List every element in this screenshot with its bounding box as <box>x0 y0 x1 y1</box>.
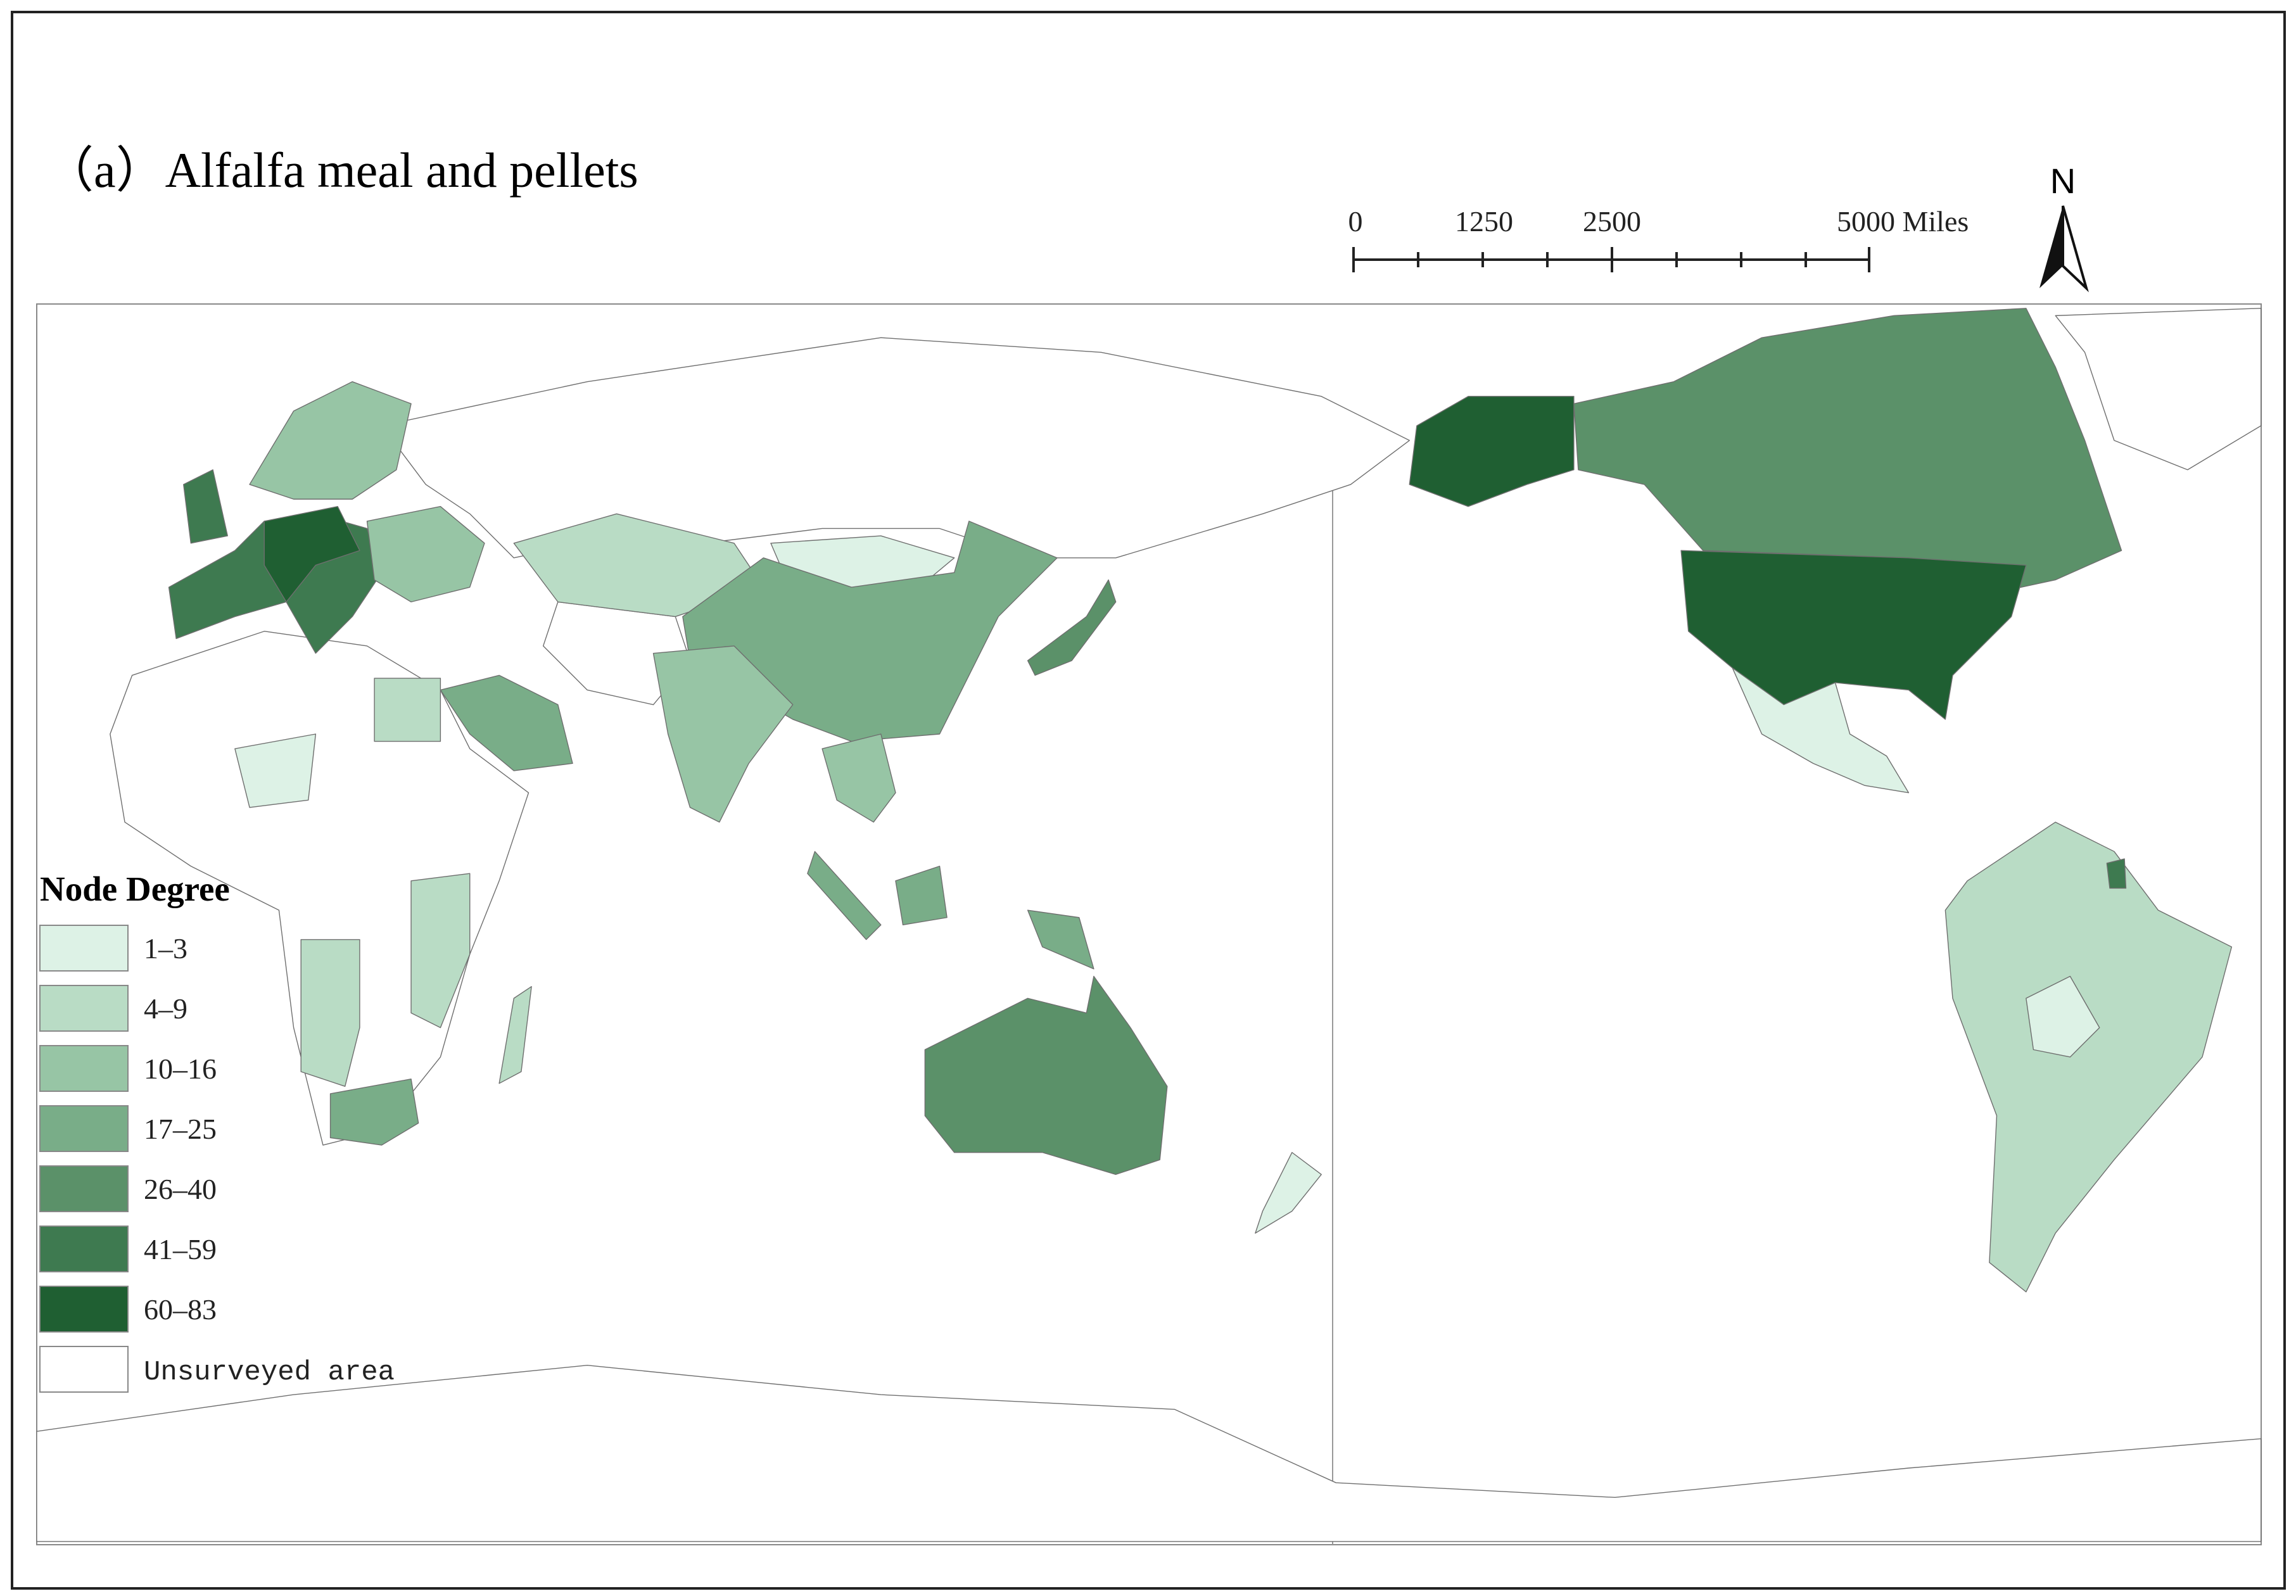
scandinavia <box>249 381 412 500</box>
legend-label: 1–3 <box>144 932 187 965</box>
antarctica <box>36 1365 2262 1542</box>
legend-label: 10–16 <box>144 1053 217 1085</box>
britain <box>183 469 228 544</box>
legend-title: Node Degree <box>40 870 230 908</box>
mexico <box>1732 667 1910 794</box>
east-africa <box>410 873 471 1029</box>
legend-swatch <box>39 925 129 972</box>
greenland <box>2055 308 2262 471</box>
legend-swatch <box>39 1105 129 1152</box>
russia <box>381 337 1410 559</box>
legend-swatch <box>39 1346 129 1393</box>
scale-label: 5000 Miles <box>1837 205 1969 238</box>
world-map <box>36 308 2262 1542</box>
canada <box>1573 308 2122 603</box>
southeast-asia <box>821 733 896 823</box>
india <box>652 645 794 823</box>
legend-label: Unsurveyed area <box>144 1357 395 1388</box>
eastern-europe <box>366 506 485 603</box>
legend-swatch <box>39 1286 129 1333</box>
legend-label: 41–59 <box>144 1233 217 1265</box>
bolivia <box>2026 975 2100 1058</box>
scale-label: 0 <box>1348 205 1363 238</box>
australia <box>924 975 1168 1175</box>
new-zealand <box>1255 1151 1322 1234</box>
madagascar <box>498 986 532 1084</box>
scale-bar <box>1352 247 1870 272</box>
legend-swatch <box>39 985 129 1032</box>
north-label: N <box>2050 161 2076 201</box>
suriname <box>2106 858 2127 889</box>
scale-label: 1250 <box>1455 205 1513 238</box>
legend-swatch <box>39 1226 129 1272</box>
china <box>682 521 1058 742</box>
legend-swatch <box>39 1165 129 1212</box>
legend-label: 60–83 <box>144 1293 217 1326</box>
scale-label: 2500 <box>1583 205 1641 238</box>
borneo <box>895 865 948 926</box>
egypt <box>374 678 441 742</box>
saudi-arabia <box>440 674 573 771</box>
map-title: （a）Alfalfa meal and pellets <box>44 142 638 198</box>
southern-africa <box>300 939 360 1087</box>
legend-label: 4–9 <box>144 992 187 1025</box>
usa <box>1680 550 2027 720</box>
central-europe <box>263 506 360 603</box>
south-africa <box>329 1079 419 1146</box>
legend: 1–3 4–9 10–16 17–25 26–40 41–59 60–83 Unsurveye… <box>39 925 395 1393</box>
nigeria <box>234 733 317 808</box>
japan <box>1027 579 1117 676</box>
legend-swatch <box>39 1045 129 1092</box>
indonesia <box>807 851 882 940</box>
north-arrow <box>2039 205 2089 293</box>
alaska <box>1409 396 1575 507</box>
new-guinea <box>1027 909 1094 970</box>
legend-label: 17–25 <box>144 1113 217 1145</box>
legend-label: 26–40 <box>144 1173 217 1205</box>
